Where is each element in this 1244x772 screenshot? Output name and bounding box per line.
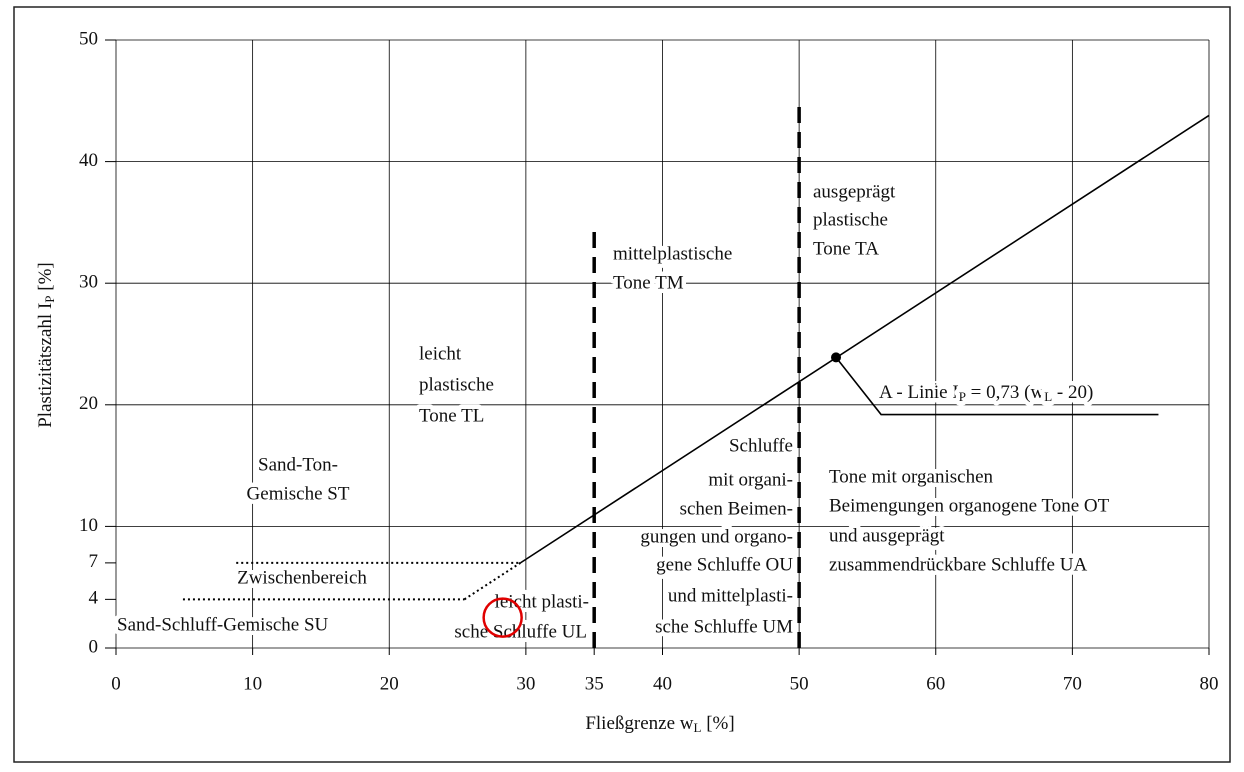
x-tick-label: 30 (516, 673, 535, 694)
annotation: plastische (813, 209, 888, 230)
label-part: [%] (701, 713, 734, 734)
annotation: Schluffe (729, 435, 793, 456)
annotation: leicht (419, 343, 462, 364)
x-tick-label: 20 (380, 673, 399, 694)
annotation: Tone TL (419, 405, 484, 426)
annotation: Beimengungen organogene Tone OT (829, 495, 1110, 516)
x-tick-label: 70 (1063, 673, 1082, 694)
x-tick-label: 0 (111, 673, 121, 694)
annotation: mittelplastische (613, 243, 732, 264)
x-axis-label: Fließgrenze wL [%] (585, 713, 734, 735)
annotation: Tone TA (813, 238, 879, 259)
highlight-circle (482, 597, 523, 638)
label-part: Plastizitätszahl I (35, 303, 56, 428)
y-axis-label: Plastizitätszahl IP [%] (35, 262, 57, 428)
annotation: schen Beimen- (680, 498, 793, 519)
line-series (835, 356, 1159, 416)
annotations: leicht plastische Tone TL mittelplastisc… (113, 177, 1115, 647)
annotation: sche Schluffe UL (454, 621, 587, 642)
point (831, 352, 842, 363)
annotation: mit organi- (708, 469, 793, 490)
annotation: Zwischenbereich (237, 567, 367, 588)
label-part: [%] (35, 262, 56, 295)
annotation: gungen und organo- (640, 526, 793, 547)
x-tick-label: 10 (243, 673, 262, 694)
label-part: A - Linie I (879, 382, 959, 403)
label-subscript: P (959, 389, 966, 404)
label-subscript: L (693, 720, 701, 735)
label-subscript: P (42, 295, 57, 302)
y-tick-label: 50 (79, 28, 98, 49)
label-subscript: L (1044, 389, 1052, 404)
y-tick-label: 10 (79, 515, 98, 536)
label-part: = 0,73 (w (966, 382, 1045, 403)
annotation: Sand-Ton- (258, 454, 338, 475)
label-part: - 20) (1052, 382, 1093, 403)
y-tick-label: 20 (79, 393, 98, 414)
line-series (463, 562, 521, 601)
y-tick-label: 40 (79, 150, 98, 171)
annotation: zusammendrückbare Schluffe UA (829, 554, 1087, 575)
y-tick-label: 4 (89, 588, 99, 609)
frame (13, 6, 1231, 763)
annotation: und ausgeprägt (829, 525, 945, 546)
annotation: Gemische ST (247, 483, 350, 504)
marks (182, 98, 1210, 648)
annotation: gene Schluffe OU (656, 554, 793, 575)
annotation: sche Schluffe UM (655, 616, 793, 637)
y-tick-label: 0 (89, 636, 99, 657)
x-tick-label: 35 (585, 673, 604, 694)
annotation: plastische (419, 374, 494, 395)
annotation: leicht plasti- (495, 591, 589, 612)
annotation: ausgeprägt (813, 181, 896, 202)
annotation: Tone mit organischen (829, 466, 994, 487)
annotation: Tone TM (613, 272, 684, 293)
line-series (519, 114, 1210, 564)
y-tick-label: 30 (79, 272, 98, 293)
annotation: und mittelplasti- (668, 585, 793, 606)
y-tick-label: 7 (89, 551, 99, 572)
x-tick-label: 50 (790, 673, 809, 694)
x-tick-label: 60 (926, 673, 945, 694)
annotation: Sand-Schluff-Gemische SU (117, 614, 329, 635)
x-tick-label: 80 (1200, 673, 1219, 694)
a-line-label: A - Linie IP = 0,73 (wL - 20) (879, 382, 1093, 404)
label-part: Fließgrenze w (585, 713, 693, 734)
x-tick-label: 40 (653, 673, 672, 694)
